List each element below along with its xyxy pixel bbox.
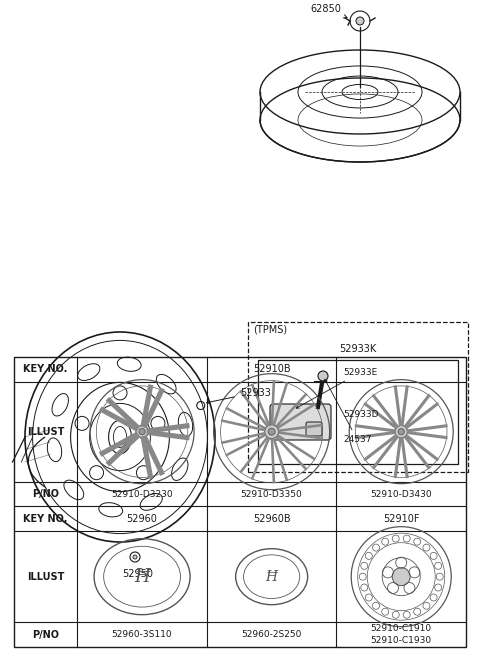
Text: 52960B: 52960B <box>253 514 290 524</box>
Text: 52910B: 52910B <box>253 365 290 374</box>
Circle shape <box>133 555 137 559</box>
Text: 62850: 62850 <box>310 4 347 18</box>
Text: 52933: 52933 <box>206 388 271 403</box>
Text: 52933D: 52933D <box>343 410 379 419</box>
Bar <box>258 360 458 464</box>
Text: KEY NO.: KEY NO. <box>24 514 68 524</box>
Bar <box>14 357 466 647</box>
FancyBboxPatch shape <box>306 422 322 436</box>
Text: 52933E: 52933E <box>296 368 377 408</box>
Text: Ħ: Ħ <box>134 568 150 585</box>
Text: 52950: 52950 <box>122 569 154 579</box>
Text: 52910-C1910
52910-C1930: 52910-C1910 52910-C1930 <box>371 624 432 645</box>
Text: 52910-D3430: 52910-D3430 <box>371 489 432 499</box>
Text: 52910F: 52910F <box>383 514 420 524</box>
Circle shape <box>356 17 364 25</box>
Text: ILLUST: ILLUST <box>27 426 64 437</box>
Circle shape <box>398 428 404 435</box>
Text: 52933K: 52933K <box>339 344 377 354</box>
Circle shape <box>136 426 148 438</box>
FancyBboxPatch shape <box>270 404 331 440</box>
Text: P/NO: P/NO <box>32 489 59 499</box>
Circle shape <box>318 371 328 381</box>
Text: P/NO: P/NO <box>32 629 59 640</box>
Bar <box>248 322 468 472</box>
Text: 52960-3S110: 52960-3S110 <box>112 630 172 639</box>
Text: 24537: 24537 <box>325 379 372 444</box>
Text: 52960: 52960 <box>127 514 157 524</box>
Text: ILLUST: ILLUST <box>27 572 64 581</box>
Text: (TPMS): (TPMS) <box>253 325 287 335</box>
Text: 52910-D3230: 52910-D3230 <box>111 489 173 499</box>
Text: Ħ: Ħ <box>265 570 278 583</box>
Circle shape <box>139 428 145 435</box>
Text: KEY NO.: KEY NO. <box>24 365 68 374</box>
Circle shape <box>392 568 410 585</box>
Circle shape <box>268 428 275 435</box>
Text: 52960-2S250: 52960-2S250 <box>241 630 302 639</box>
Circle shape <box>264 424 278 439</box>
Text: 52910-D3350: 52910-D3350 <box>241 489 302 499</box>
Circle shape <box>395 426 408 438</box>
